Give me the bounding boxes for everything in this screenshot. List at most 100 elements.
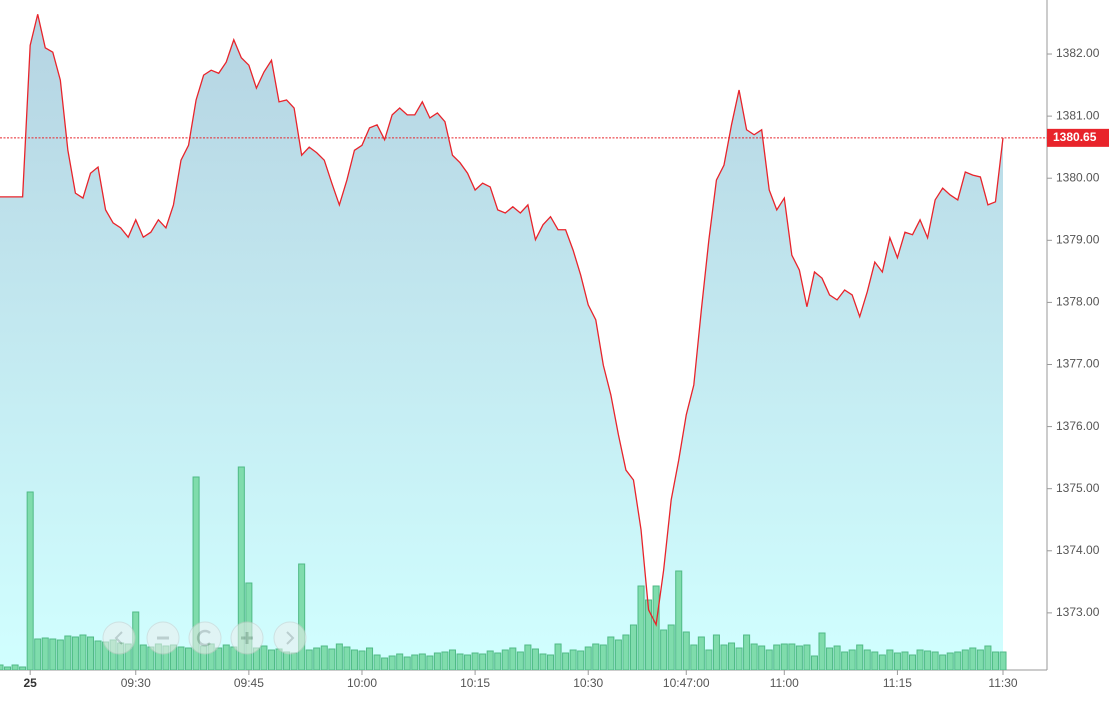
volume-bar bbox=[546, 654, 555, 670]
volume-bar bbox=[267, 649, 276, 670]
volume-bar bbox=[396, 653, 404, 670]
volume-bar bbox=[599, 644, 607, 670]
y-tick-label: 1378.00 bbox=[1056, 295, 1100, 309]
volume-bar bbox=[403, 656, 411, 670]
volume-bar bbox=[976, 649, 984, 670]
volume-bar bbox=[71, 636, 79, 670]
volume-bar bbox=[833, 645, 841, 670]
volume-bar bbox=[961, 649, 969, 670]
volume-bar bbox=[697, 636, 705, 670]
axes: 1373.00 1374.00 1375.00 1376.00 1377.00 1378.… bbox=[0, 46, 1109, 690]
volume-bar bbox=[916, 649, 924, 670]
volume-bar bbox=[931, 651, 939, 670]
volume-bar bbox=[826, 647, 834, 670]
x-tick-label: 25 bbox=[23, 676, 37, 690]
volume-bar bbox=[773, 644, 781, 670]
volume-bar bbox=[622, 634, 630, 670]
volume-bar bbox=[139, 644, 147, 670]
volume-bar bbox=[848, 649, 856, 670]
volume-bar bbox=[584, 646, 592, 670]
x-tick-label: 10:15 bbox=[460, 676, 490, 690]
volume-bar bbox=[305, 649, 313, 670]
volume-bar bbox=[524, 644, 532, 670]
volume-bar bbox=[886, 649, 894, 670]
volume-bar bbox=[991, 651, 999, 670]
volume-bar bbox=[705, 649, 713, 670]
y-tick-label: 1381.00 bbox=[1056, 108, 1100, 122]
price-area bbox=[0, 14, 1003, 670]
volume-bar bbox=[456, 653, 464, 670]
volume-bar bbox=[185, 647, 193, 670]
volume-bar bbox=[230, 646, 238, 670]
volume-bar bbox=[471, 652, 479, 670]
volume-bar bbox=[871, 651, 879, 670]
volume-bar bbox=[562, 652, 570, 670]
x-tick-label: 09:45 bbox=[234, 676, 264, 690]
volume-bar bbox=[878, 654, 886, 670]
volume-bar bbox=[26, 491, 34, 670]
volume-bar bbox=[313, 647, 321, 670]
volume-bar bbox=[56, 639, 64, 670]
x-tick-label: 10:30 bbox=[573, 676, 603, 690]
volume-bar bbox=[358, 650, 366, 670]
x-tick-label: 11:15 bbox=[883, 676, 912, 690]
volume-bar bbox=[501, 649, 509, 670]
volume-bar bbox=[350, 649, 358, 670]
volume-bar bbox=[743, 634, 751, 670]
volume-bar bbox=[49, 638, 57, 670]
volume-bar bbox=[494, 652, 502, 670]
volume-bar bbox=[908, 654, 917, 670]
x-tick-label: 09:30 bbox=[121, 676, 151, 690]
volume-bar bbox=[712, 634, 720, 670]
volume-bar bbox=[758, 645, 766, 670]
y-tick-label: 1377.00 bbox=[1056, 357, 1100, 371]
volume-bar bbox=[366, 647, 374, 670]
volume-bar bbox=[607, 636, 615, 670]
volume-bar bbox=[441, 651, 449, 670]
volume-bar bbox=[652, 585, 660, 670]
volume-bar bbox=[86, 636, 95, 670]
volume-bar bbox=[863, 649, 871, 670]
x-tick-label: 10:47:00 bbox=[663, 676, 710, 690]
volume-bar bbox=[486, 650, 494, 670]
volume-bar bbox=[177, 646, 185, 670]
volume-bar bbox=[750, 643, 758, 670]
volume-bar bbox=[660, 629, 668, 670]
volume-bar bbox=[509, 647, 517, 670]
volume-bar bbox=[328, 648, 336, 670]
volume-bar bbox=[780, 643, 788, 670]
reset-button[interactable] bbox=[188, 621, 222, 655]
last-price-label: 1380.65 bbox=[1053, 130, 1097, 144]
zoom-in-button[interactable] bbox=[230, 621, 264, 655]
x-tick-label: 11:30 bbox=[988, 676, 1017, 690]
volume-bar bbox=[901, 651, 909, 670]
volume-bar bbox=[373, 654, 381, 670]
volume-bar bbox=[810, 655, 818, 670]
volume-bar bbox=[260, 645, 268, 670]
volume-bar bbox=[924, 650, 932, 670]
volume-bar bbox=[335, 643, 343, 670]
volume-bar bbox=[479, 653, 487, 670]
volume-bar bbox=[788, 643, 796, 670]
volume-bar bbox=[215, 647, 223, 670]
volume-bar bbox=[448, 649, 457, 670]
volume-bar bbox=[765, 649, 773, 670]
scroll-left-button[interactable] bbox=[102, 621, 136, 655]
volume-bar bbox=[433, 652, 441, 670]
volume-bar bbox=[727, 642, 736, 670]
volume-bar bbox=[388, 655, 396, 670]
volume-bar bbox=[629, 624, 637, 670]
volume-bar bbox=[939, 654, 947, 670]
volume-bar bbox=[418, 653, 426, 670]
scroll-right-button[interactable] bbox=[273, 621, 307, 655]
volume-bar bbox=[19, 666, 27, 670]
volume-bar bbox=[675, 570, 683, 670]
volume-bar bbox=[290, 652, 298, 670]
volume-bar bbox=[516, 651, 524, 670]
volume-bar bbox=[0, 664, 4, 670]
volume-bar bbox=[984, 645, 992, 670]
plot-area bbox=[0, 14, 1007, 670]
zoom-out-button[interactable] bbox=[146, 621, 180, 655]
volume-bar bbox=[11, 664, 19, 670]
